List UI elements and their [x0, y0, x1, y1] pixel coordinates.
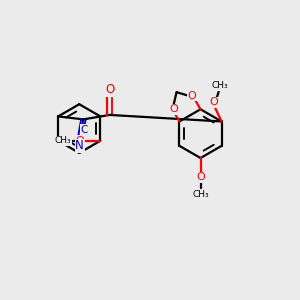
Text: O: O [196, 172, 205, 182]
Text: O: O [210, 97, 219, 107]
Text: O: O [105, 83, 114, 96]
Text: N: N [75, 139, 84, 152]
Text: O: O [188, 91, 197, 101]
Text: O: O [169, 104, 178, 114]
Text: CH₃: CH₃ [55, 136, 71, 145]
Text: CH₃: CH₃ [192, 190, 209, 199]
Text: O: O [75, 136, 84, 146]
Text: C: C [81, 125, 88, 135]
Text: CH₃: CH₃ [212, 81, 229, 90]
